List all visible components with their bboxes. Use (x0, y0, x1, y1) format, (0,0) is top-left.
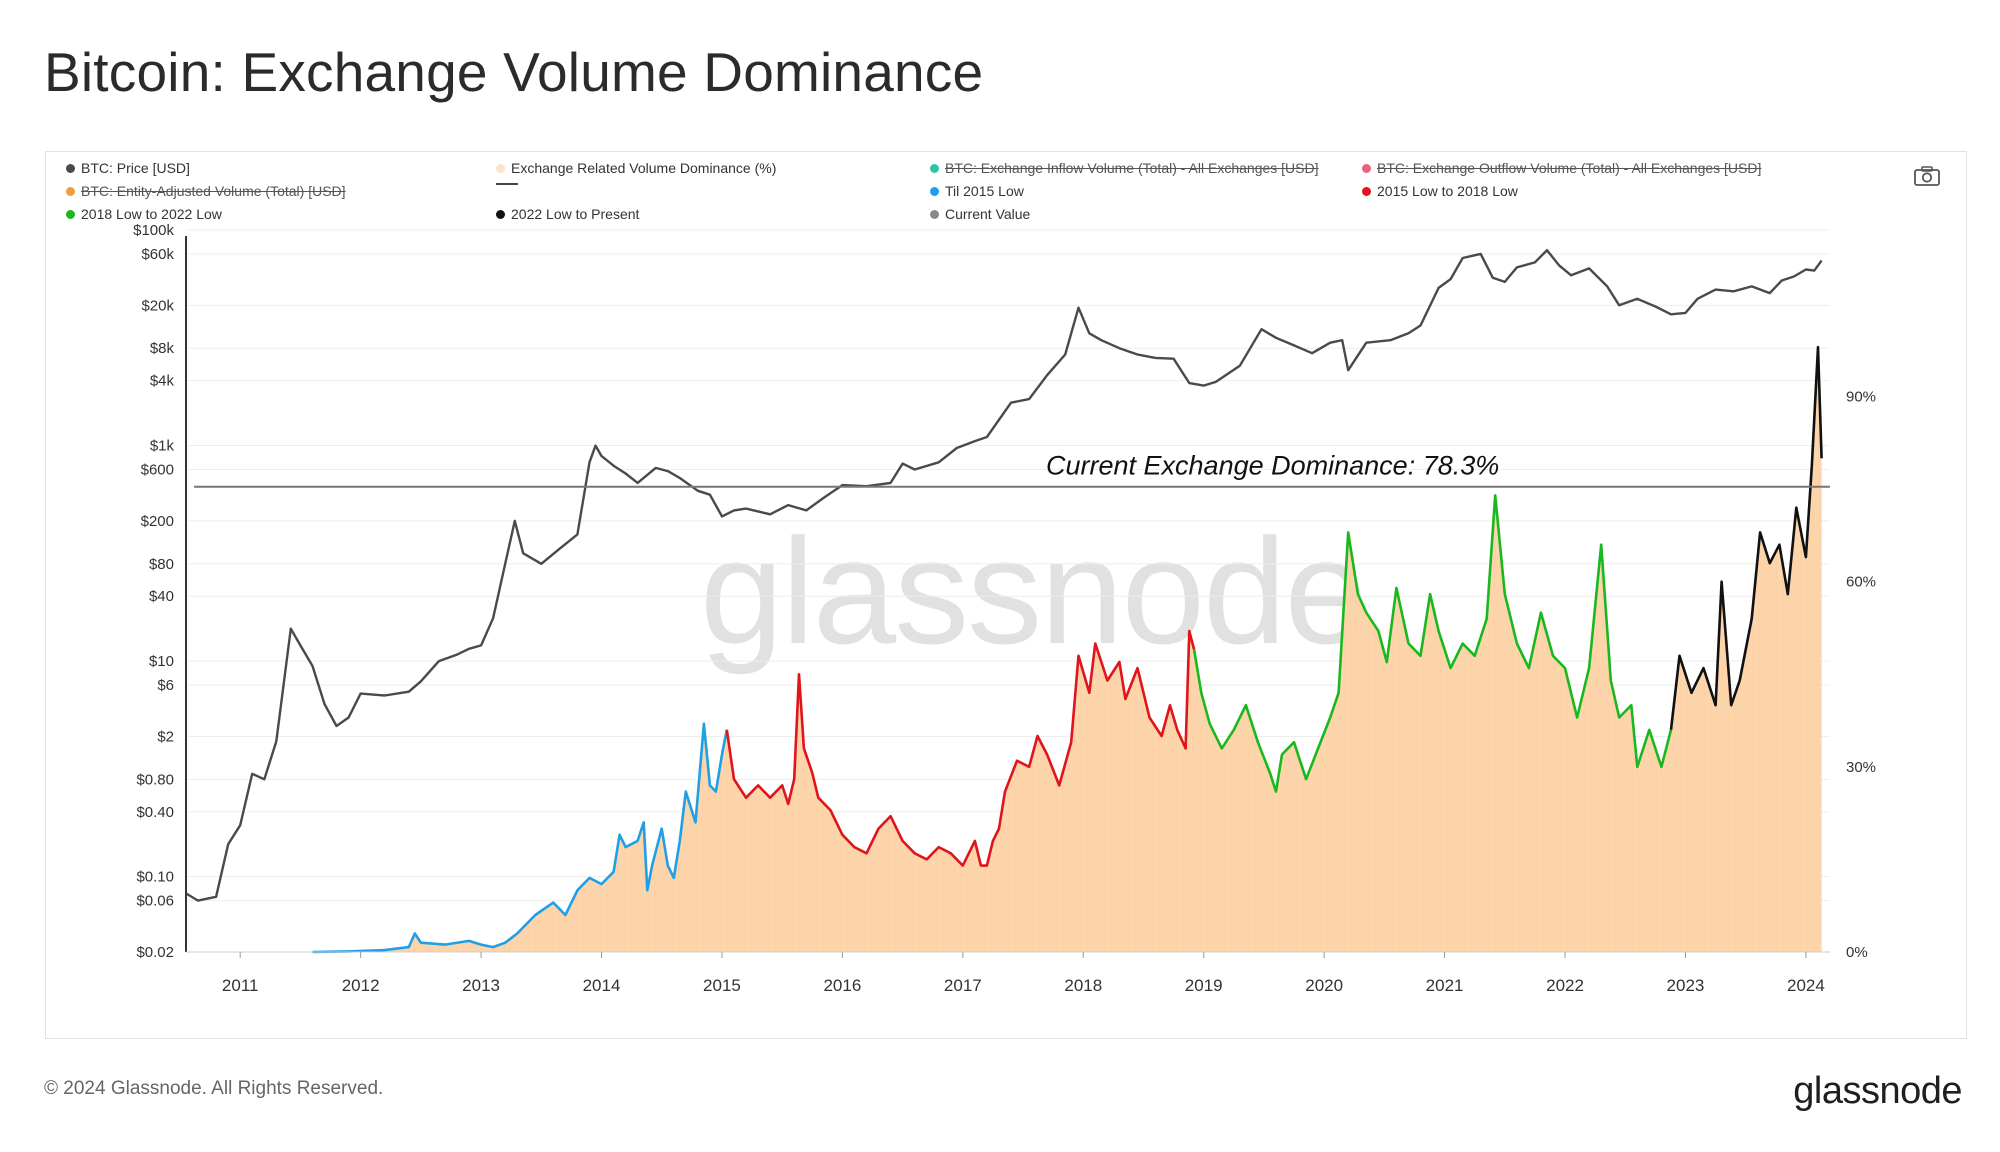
x-tick-label: 2019 (1185, 976, 1223, 995)
legend-item[interactable]: Current Value (930, 206, 1030, 222)
y-left-tick-label: $80 (149, 556, 174, 573)
x-tick-label: 2012 (342, 976, 380, 995)
x-tick-label: 2011 (222, 976, 259, 995)
dominance-segments (312, 345, 1823, 954)
y-left-tick-label: $0.40 (136, 804, 174, 821)
y-right-tick-label: 30% (1846, 759, 1876, 776)
legend-item[interactable]: 2015 Low to 2018 Low (1362, 183, 1518, 199)
dominance-segment-line (1669, 345, 1823, 730)
y-left-tick-label: $1k (150, 438, 175, 455)
footer-logo[interactable]: glassnode (1793, 1070, 1962, 1112)
y-left-tick-label: $0.80 (136, 771, 174, 788)
legend-line-marker (496, 183, 518, 185)
x-tick-label: 2018 (1064, 976, 1102, 995)
y-left-tick-label: $0.10 (136, 869, 174, 886)
dominance-segment-line (725, 629, 1196, 867)
y-right-tick-label: 60% (1846, 574, 1876, 591)
y-left-tick-label: $200 (141, 513, 174, 530)
x-tick-label: 2013 (462, 976, 500, 995)
dominance-area-fill (312, 347, 1822, 952)
legend-dot-marker (66, 209, 75, 219)
legend-dot-marker (66, 163, 75, 173)
legend-item[interactable]: BTC: Price [USD] (66, 160, 190, 176)
axes: $100k $60k $20k $8k $4k $1k $600 $200 $80 $40 $10 $… (133, 222, 1876, 995)
annotation-label: Current Exchange Dominance: 78.3% (1046, 451, 1499, 481)
y-left-tick-label: $10 (149, 653, 174, 670)
legend: BTC: Price [USD] Exchange Related Volume … (66, 160, 1766, 230)
x-tick-label: 2021 (1426, 976, 1464, 995)
x-tick-label: 2014 (583, 976, 621, 995)
legend-dot-marker (1362, 163, 1371, 173)
legend-item[interactable]: 2022 Low to Present (496, 206, 639, 222)
y-left-tick-label: $40 (149, 588, 174, 605)
x-tick-label: 2022 (1546, 976, 1584, 995)
y-right-tick-label: 90% (1846, 389, 1876, 406)
legend-item[interactable]: BTC: Entity-Adjusted Volume (Total) [USD… (66, 183, 346, 199)
y-left-tick-label: $0.06 (136, 893, 174, 910)
legend-item[interactable]: BTC: Exchange Inflow Volume (Total) - Al… (930, 160, 1319, 176)
x-tick-label: 2015 (703, 976, 741, 995)
y-left-tick-label: $4k (150, 373, 175, 390)
legend-label: BTC: Exchange Outflow Volume (Total) - A… (1377, 160, 1762, 176)
legend-label: BTC: Price [USD] (81, 160, 190, 176)
y-left-tick-label: $60k (141, 246, 174, 263)
x-tick-label: 2023 (1667, 976, 1705, 995)
x-tick-label: 2024 (1787, 976, 1825, 995)
legend-dot-marker (496, 163, 505, 173)
x-tick-label: 2016 (823, 976, 861, 995)
legend-label: 2015 Low to 2018 Low (1377, 183, 1518, 199)
y-left-tick-label: $6 (157, 677, 174, 694)
dominance-area (312, 347, 1822, 952)
page-title: Bitcoin: Exchange Volume Dominance (44, 41, 984, 103)
y-left-tick-label: $20k (141, 297, 174, 314)
legend-label: Current Value (945, 206, 1031, 222)
legend-dot-marker (496, 209, 505, 219)
legend-item[interactable]: BTC: Exchange Outflow Volume (Total) - A… (1362, 160, 1761, 176)
price-line (185, 249, 1823, 902)
y-left-tick-label: $2 (157, 728, 174, 745)
dominance-segment-line (1192, 494, 1673, 793)
legend-dot-marker (930, 209, 939, 219)
legend-label: BTC: Exchange Inflow Volume (Total) - Al… (945, 160, 1319, 176)
annotation: Current Exchange Dominance: 78.3% (194, 451, 1830, 488)
y-left-tick-label: $600 (141, 461, 174, 478)
footer-copyright: © 2024 Glassnode. All Rights Reserved. (44, 1078, 384, 1099)
legend-dot-marker (930, 163, 939, 173)
y-left-tick-label: $0.02 (136, 944, 174, 961)
legend-item[interactable]: Exchange Related Volume Dominance (%) (496, 160, 776, 176)
legend-dot-marker (1362, 186, 1371, 196)
legend-label: BTC: Entity-Adjusted Volume (Total) [USD… (81, 183, 346, 199)
legend-item[interactable]: Til 2015 Low (930, 183, 1024, 199)
y-right-tick-label: 0% (1846, 944, 1868, 961)
legend-label: Til 2015 Low (945, 183, 1024, 199)
legend-label: Exchange Related Volume Dominance (%) (511, 160, 777, 176)
btc-price-line (185, 249, 1823, 902)
legend-label: 2022 Low to Present (511, 206, 640, 222)
y-left-tick-label: $100k (133, 222, 174, 239)
legend-dot-marker (930, 186, 939, 196)
legend-item[interactable] (496, 183, 524, 185)
dominance-segment-line (312, 722, 729, 954)
legend-item[interactable]: 2018 Low to 2022 Low (66, 206, 222, 222)
camera-icon[interactable] (1913, 165, 1941, 187)
legend-dot-marker (66, 186, 75, 196)
x-tick-label: 2020 (1305, 976, 1343, 995)
x-tick-label: 2017 (944, 976, 982, 995)
legend-label: 2018 Low to 2022 Low (81, 206, 222, 222)
y-left-tick-label: $8k (150, 340, 175, 357)
